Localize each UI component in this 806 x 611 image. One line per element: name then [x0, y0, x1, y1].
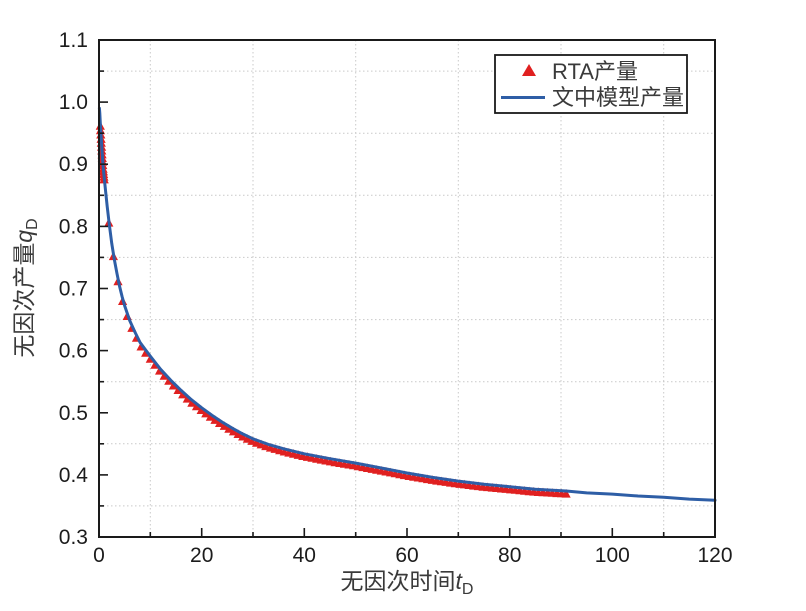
legend-label-rta: RTA产量 — [552, 59, 638, 84]
y-axis-title: 无因次产量qD — [11, 218, 41, 357]
x-tick-label: 60 — [395, 544, 418, 567]
y-tick-label: 1.1 — [59, 29, 88, 52]
x-tick-label: 40 — [293, 544, 316, 567]
rta-scatter-series — [95, 121, 571, 498]
rta-marker — [187, 398, 197, 407]
rta-marker — [178, 389, 188, 399]
rta-marker — [168, 380, 178, 390]
y-tick-label: 0.9 — [59, 153, 88, 176]
x-tick-label: 100 — [595, 544, 630, 567]
y-tick-label: 0.7 — [59, 278, 88, 301]
axis-ticks — [98, 39, 716, 538]
rta-marker — [224, 424, 234, 433]
rta-marker — [228, 426, 239, 436]
grid-lines — [99, 40, 715, 537]
x-tick-label: 120 — [697, 544, 732, 567]
rta-marker — [205, 412, 215, 421]
x-tick-label: 20 — [190, 544, 213, 567]
plot-frame — [98, 39, 716, 538]
rta-marker — [182, 394, 192, 403]
rta-marker — [561, 489, 571, 498]
legend-triangle-marker-icon — [522, 64, 536, 76]
rta-marker — [215, 418, 225, 427]
rta-marker — [219, 421, 229, 430]
rta-marker — [238, 431, 248, 441]
rta-marker — [201, 408, 211, 418]
legend-box — [494, 54, 688, 114]
y-tick-label: 0.3 — [59, 526, 88, 549]
legend: RTA产量 文中模型产量 — [494, 54, 688, 114]
rta-marker — [196, 405, 206, 414]
rta-marker — [242, 434, 252, 443]
legend-label-model: 文中模型产量 — [552, 85, 684, 110]
rta-marker — [191, 401, 202, 411]
axis-tick-labels: 0 20 40 60 80 100 120 0.3 0.4 0.5 0.6 0.7 0.8 0.9 1.0 1… — [59, 29, 733, 567]
y-tick-label: 0.5 — [59, 402, 88, 425]
y-tick-label: 0.8 — [59, 215, 88, 238]
rta-marker — [233, 429, 243, 438]
x-tick-label: 80 — [498, 544, 521, 567]
rta-marker — [210, 415, 220, 424]
y-tick-label: 0.6 — [59, 340, 88, 363]
y-tick-label: 0.4 — [59, 464, 89, 487]
rta-marker — [173, 385, 183, 394]
x-tick-label: 0 — [93, 544, 105, 567]
y-tick-label: 1.0 — [59, 91, 88, 114]
model-line-series — [97, 106, 717, 502]
x-axis-title: 无因次时间tD — [341, 568, 474, 598]
